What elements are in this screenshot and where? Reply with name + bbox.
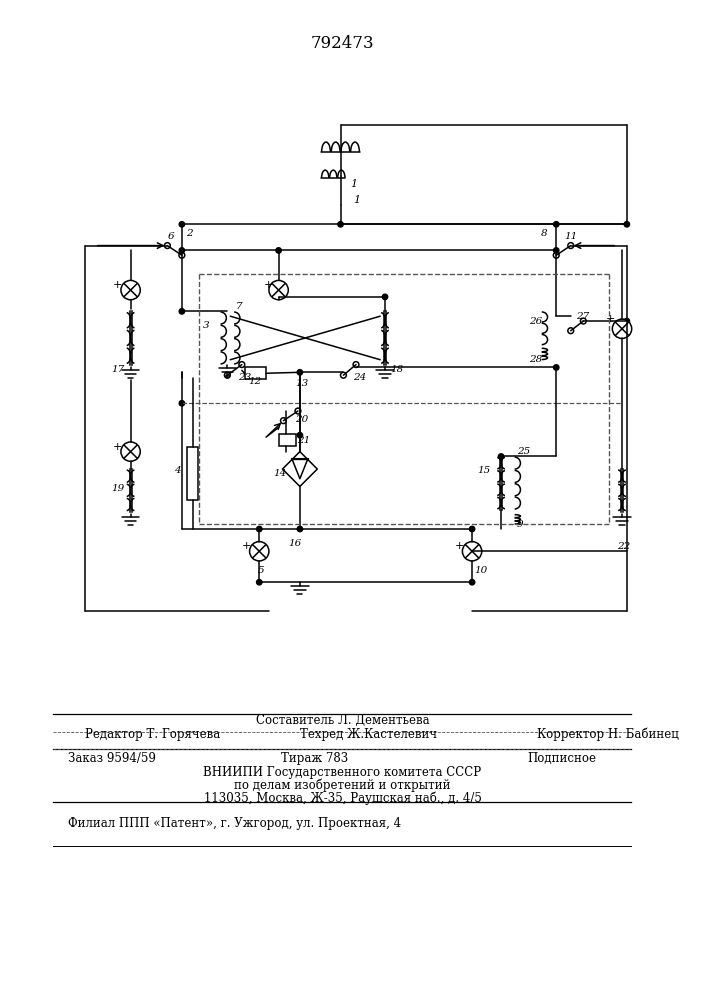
Circle shape (165, 243, 170, 248)
Text: 8: 8 (541, 229, 547, 238)
Circle shape (382, 294, 387, 300)
Text: +: + (455, 541, 464, 551)
Text: 11: 11 (564, 232, 577, 241)
Bar (279, 434, 296, 446)
Text: ВНИИПИ Государственного комитета СССР: ВНИИПИ Государственного комитета СССР (204, 766, 481, 779)
Circle shape (121, 280, 140, 300)
Text: 12: 12 (249, 377, 262, 386)
Circle shape (568, 243, 573, 248)
Text: 2: 2 (186, 229, 192, 238)
Circle shape (121, 442, 140, 461)
Circle shape (250, 542, 269, 561)
Circle shape (297, 370, 303, 375)
Circle shape (624, 318, 629, 324)
Text: 20: 20 (295, 415, 308, 424)
Circle shape (469, 580, 475, 585)
Text: 14: 14 (273, 469, 286, 478)
Circle shape (580, 318, 586, 324)
Text: 28: 28 (529, 355, 542, 364)
Circle shape (276, 248, 281, 253)
Bar (245, 367, 266, 379)
Circle shape (297, 526, 303, 532)
Circle shape (257, 526, 262, 532)
Text: +: + (113, 280, 122, 290)
Text: 10: 10 (474, 566, 487, 575)
Text: 792473: 792473 (310, 35, 374, 52)
Text: 23: 23 (238, 373, 251, 382)
Circle shape (612, 319, 631, 338)
Text: Подписное: Подписное (527, 752, 596, 765)
Circle shape (295, 408, 301, 414)
Circle shape (239, 362, 245, 367)
Circle shape (341, 372, 346, 378)
Text: 113035, Москва, Ж-35, Раушская наб., д. 4/5: 113035, Москва, Ж-35, Раушская наб., д. … (204, 791, 481, 805)
Text: Филиал ППП «Патент», г. Ужгород, ул. Проектная, 4: Филиал ППП «Патент», г. Ужгород, ул. Про… (68, 817, 401, 830)
Text: 7: 7 (236, 302, 243, 311)
Circle shape (498, 454, 504, 459)
Text: Корректор Н. Бабинец: Корректор Н. Бабинец (537, 727, 679, 741)
Text: +: + (242, 541, 251, 551)
Text: 21: 21 (297, 436, 310, 445)
Text: 25: 25 (517, 447, 530, 456)
Text: 16: 16 (288, 539, 302, 548)
Bar (187, 447, 198, 500)
Circle shape (568, 328, 573, 334)
Text: 5: 5 (257, 566, 264, 575)
Text: 18: 18 (390, 365, 403, 374)
Text: 19: 19 (111, 484, 124, 493)
Circle shape (469, 526, 475, 532)
Circle shape (179, 252, 185, 258)
Text: 26: 26 (529, 317, 542, 326)
Circle shape (281, 418, 286, 424)
Circle shape (179, 248, 185, 253)
Text: Техред Ж.Кастелевич: Техред Ж.Кастелевич (300, 728, 437, 741)
Text: 24: 24 (353, 373, 366, 382)
Text: 3: 3 (203, 321, 210, 330)
Text: Тираж 783: Тираж 783 (281, 752, 348, 765)
Circle shape (338, 222, 343, 227)
Text: 13: 13 (295, 379, 308, 388)
Text: 22: 22 (617, 542, 631, 551)
Text: +: + (606, 314, 615, 324)
Circle shape (179, 401, 185, 406)
Circle shape (179, 222, 185, 227)
Circle shape (224, 372, 230, 378)
Circle shape (624, 222, 629, 227)
Text: Составитель Л. Дементьева: Составитель Л. Дементьева (256, 714, 429, 727)
Text: Редактор Т. Горячева: Редактор Т. Горячева (85, 728, 221, 741)
Text: 1: 1 (350, 179, 357, 189)
Text: 27: 27 (575, 312, 589, 321)
Text: +: + (264, 280, 274, 290)
Text: 6: 6 (168, 232, 174, 241)
Circle shape (257, 580, 262, 585)
Text: +: + (113, 442, 122, 452)
Circle shape (269, 280, 288, 300)
Text: Заказ 9594/59: Заказ 9594/59 (68, 752, 156, 765)
Circle shape (353, 362, 359, 367)
Text: по делам изобретений и открытий: по делам изобретений и открытий (234, 779, 450, 792)
Circle shape (462, 542, 481, 561)
Text: 1: 1 (353, 195, 360, 205)
Circle shape (297, 432, 303, 438)
Circle shape (554, 222, 559, 227)
Text: 9: 9 (517, 520, 523, 529)
Circle shape (554, 252, 559, 258)
Circle shape (554, 365, 559, 370)
Text: 15: 15 (477, 466, 490, 475)
Text: 4: 4 (174, 466, 181, 475)
Text: 17: 17 (111, 365, 124, 374)
Circle shape (179, 309, 185, 314)
Circle shape (554, 248, 559, 253)
